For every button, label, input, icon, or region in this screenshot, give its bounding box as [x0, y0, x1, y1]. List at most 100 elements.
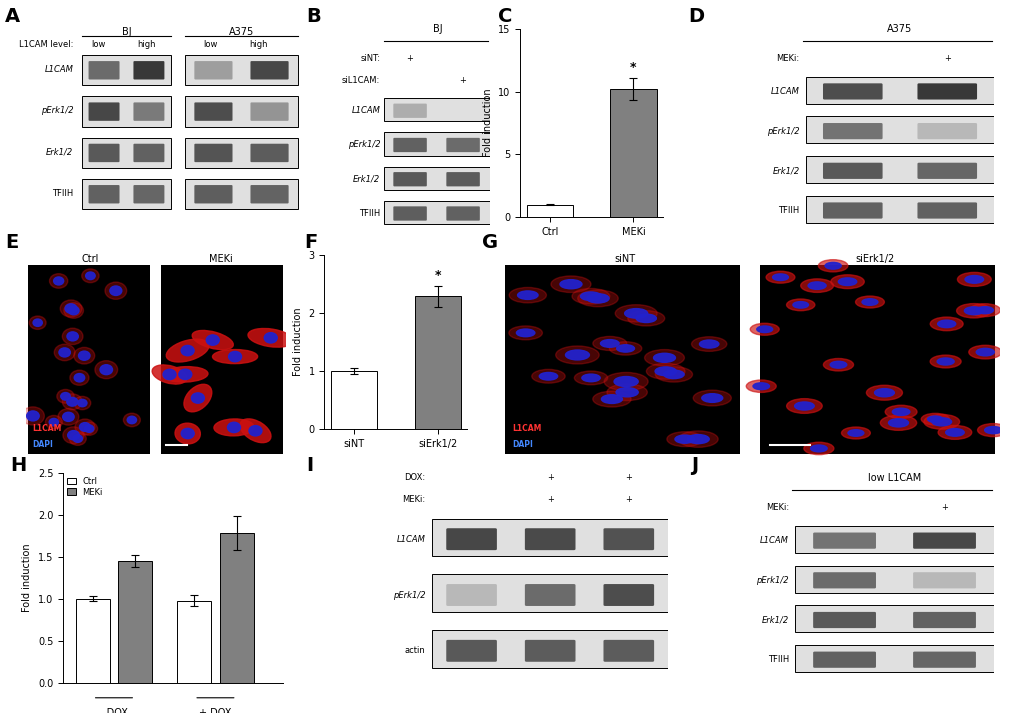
FancyBboxPatch shape	[812, 573, 875, 588]
FancyBboxPatch shape	[446, 528, 496, 550]
Circle shape	[824, 262, 841, 269]
Circle shape	[228, 352, 242, 361]
FancyBboxPatch shape	[912, 573, 975, 588]
Text: MEKi: MEKi	[209, 254, 232, 264]
Bar	[118, 561, 152, 683]
FancyBboxPatch shape	[912, 612, 975, 628]
Bar	[794, 526, 994, 553]
FancyBboxPatch shape	[89, 144, 119, 162]
Circle shape	[78, 351, 90, 360]
Circle shape	[227, 422, 240, 433]
Text: low: low	[91, 40, 106, 48]
FancyBboxPatch shape	[133, 103, 164, 120]
Bar	[805, 77, 994, 104]
Circle shape	[654, 367, 676, 376]
Circle shape	[550, 276, 590, 292]
FancyBboxPatch shape	[89, 103, 119, 120]
Bar	[82, 55, 171, 86]
Text: MEKi:: MEKi:	[401, 495, 425, 503]
Circle shape	[794, 402, 813, 410]
Text: actin: actin	[405, 646, 425, 655]
Circle shape	[614, 304, 656, 322]
Bar	[432, 575, 667, 612]
Text: L1CAM: L1CAM	[770, 87, 799, 96]
Circle shape	[592, 391, 631, 407]
Circle shape	[577, 290, 618, 307]
FancyBboxPatch shape	[195, 103, 232, 120]
FancyBboxPatch shape	[525, 584, 575, 606]
FancyBboxPatch shape	[393, 103, 426, 118]
Y-axis label: Fold induction: Fold induction	[482, 88, 492, 158]
Bar	[504, 265, 739, 453]
Circle shape	[54, 277, 63, 285]
Y-axis label: Fold induction: Fold induction	[22, 543, 33, 612]
FancyBboxPatch shape	[446, 206, 479, 220]
Bar	[609, 89, 656, 217]
Text: L1CAM: L1CAM	[32, 424, 61, 433]
Circle shape	[687, 435, 708, 443]
Circle shape	[517, 291, 538, 299]
FancyBboxPatch shape	[603, 528, 653, 550]
FancyBboxPatch shape	[916, 163, 976, 179]
FancyBboxPatch shape	[133, 185, 164, 203]
FancyBboxPatch shape	[195, 61, 232, 80]
Circle shape	[752, 383, 768, 389]
Circle shape	[936, 320, 955, 328]
Circle shape	[644, 349, 684, 366]
Bar	[759, 265, 994, 453]
FancyBboxPatch shape	[251, 144, 288, 162]
Text: siNT: siNT	[613, 254, 635, 264]
Circle shape	[963, 307, 982, 314]
Circle shape	[663, 370, 684, 379]
Text: +: +	[943, 54, 950, 63]
Ellipse shape	[166, 339, 209, 362]
Text: A: A	[5, 6, 20, 26]
Text: +: +	[941, 503, 947, 512]
Circle shape	[822, 359, 853, 371]
Text: B: B	[306, 6, 320, 26]
Text: DAPI: DAPI	[512, 441, 533, 449]
FancyBboxPatch shape	[812, 612, 875, 628]
Circle shape	[559, 279, 582, 289]
Circle shape	[81, 422, 98, 436]
Bar	[383, 201, 489, 224]
Circle shape	[531, 369, 565, 383]
FancyBboxPatch shape	[446, 172, 479, 186]
Text: Erk1/2: Erk1/2	[761, 615, 788, 625]
Text: DAPI: DAPI	[32, 441, 53, 449]
Text: G: G	[482, 232, 498, 252]
Text: Erk1/2: Erk1/2	[771, 166, 799, 175]
Text: DOX:: DOX:	[404, 473, 425, 482]
Text: TFIIH: TFIIH	[52, 189, 73, 198]
Circle shape	[746, 380, 775, 392]
Circle shape	[865, 385, 902, 400]
Circle shape	[807, 282, 825, 289]
Bar	[75, 599, 110, 683]
Circle shape	[181, 345, 194, 356]
Text: pErk1/2: pErk1/2	[347, 140, 380, 150]
Text: low: low	[203, 40, 218, 48]
Circle shape	[929, 317, 962, 331]
FancyBboxPatch shape	[89, 185, 119, 203]
Text: Erk1/2: Erk1/2	[46, 148, 73, 156]
Circle shape	[49, 419, 58, 426]
Bar	[383, 167, 489, 190]
Circle shape	[975, 307, 993, 314]
Circle shape	[888, 419, 908, 427]
Circle shape	[69, 432, 87, 446]
Circle shape	[100, 365, 112, 374]
Text: J: J	[691, 456, 698, 475]
Circle shape	[666, 432, 702, 446]
Circle shape	[65, 304, 76, 313]
Text: H: H	[10, 456, 26, 475]
Circle shape	[127, 416, 137, 424]
Text: MEKi:: MEKi:	[775, 54, 799, 63]
Circle shape	[603, 372, 647, 391]
FancyBboxPatch shape	[812, 533, 875, 549]
Circle shape	[73, 347, 95, 364]
Circle shape	[77, 399, 87, 406]
Bar	[161, 265, 282, 453]
FancyBboxPatch shape	[916, 123, 976, 139]
Bar	[432, 630, 667, 668]
FancyBboxPatch shape	[912, 652, 975, 668]
